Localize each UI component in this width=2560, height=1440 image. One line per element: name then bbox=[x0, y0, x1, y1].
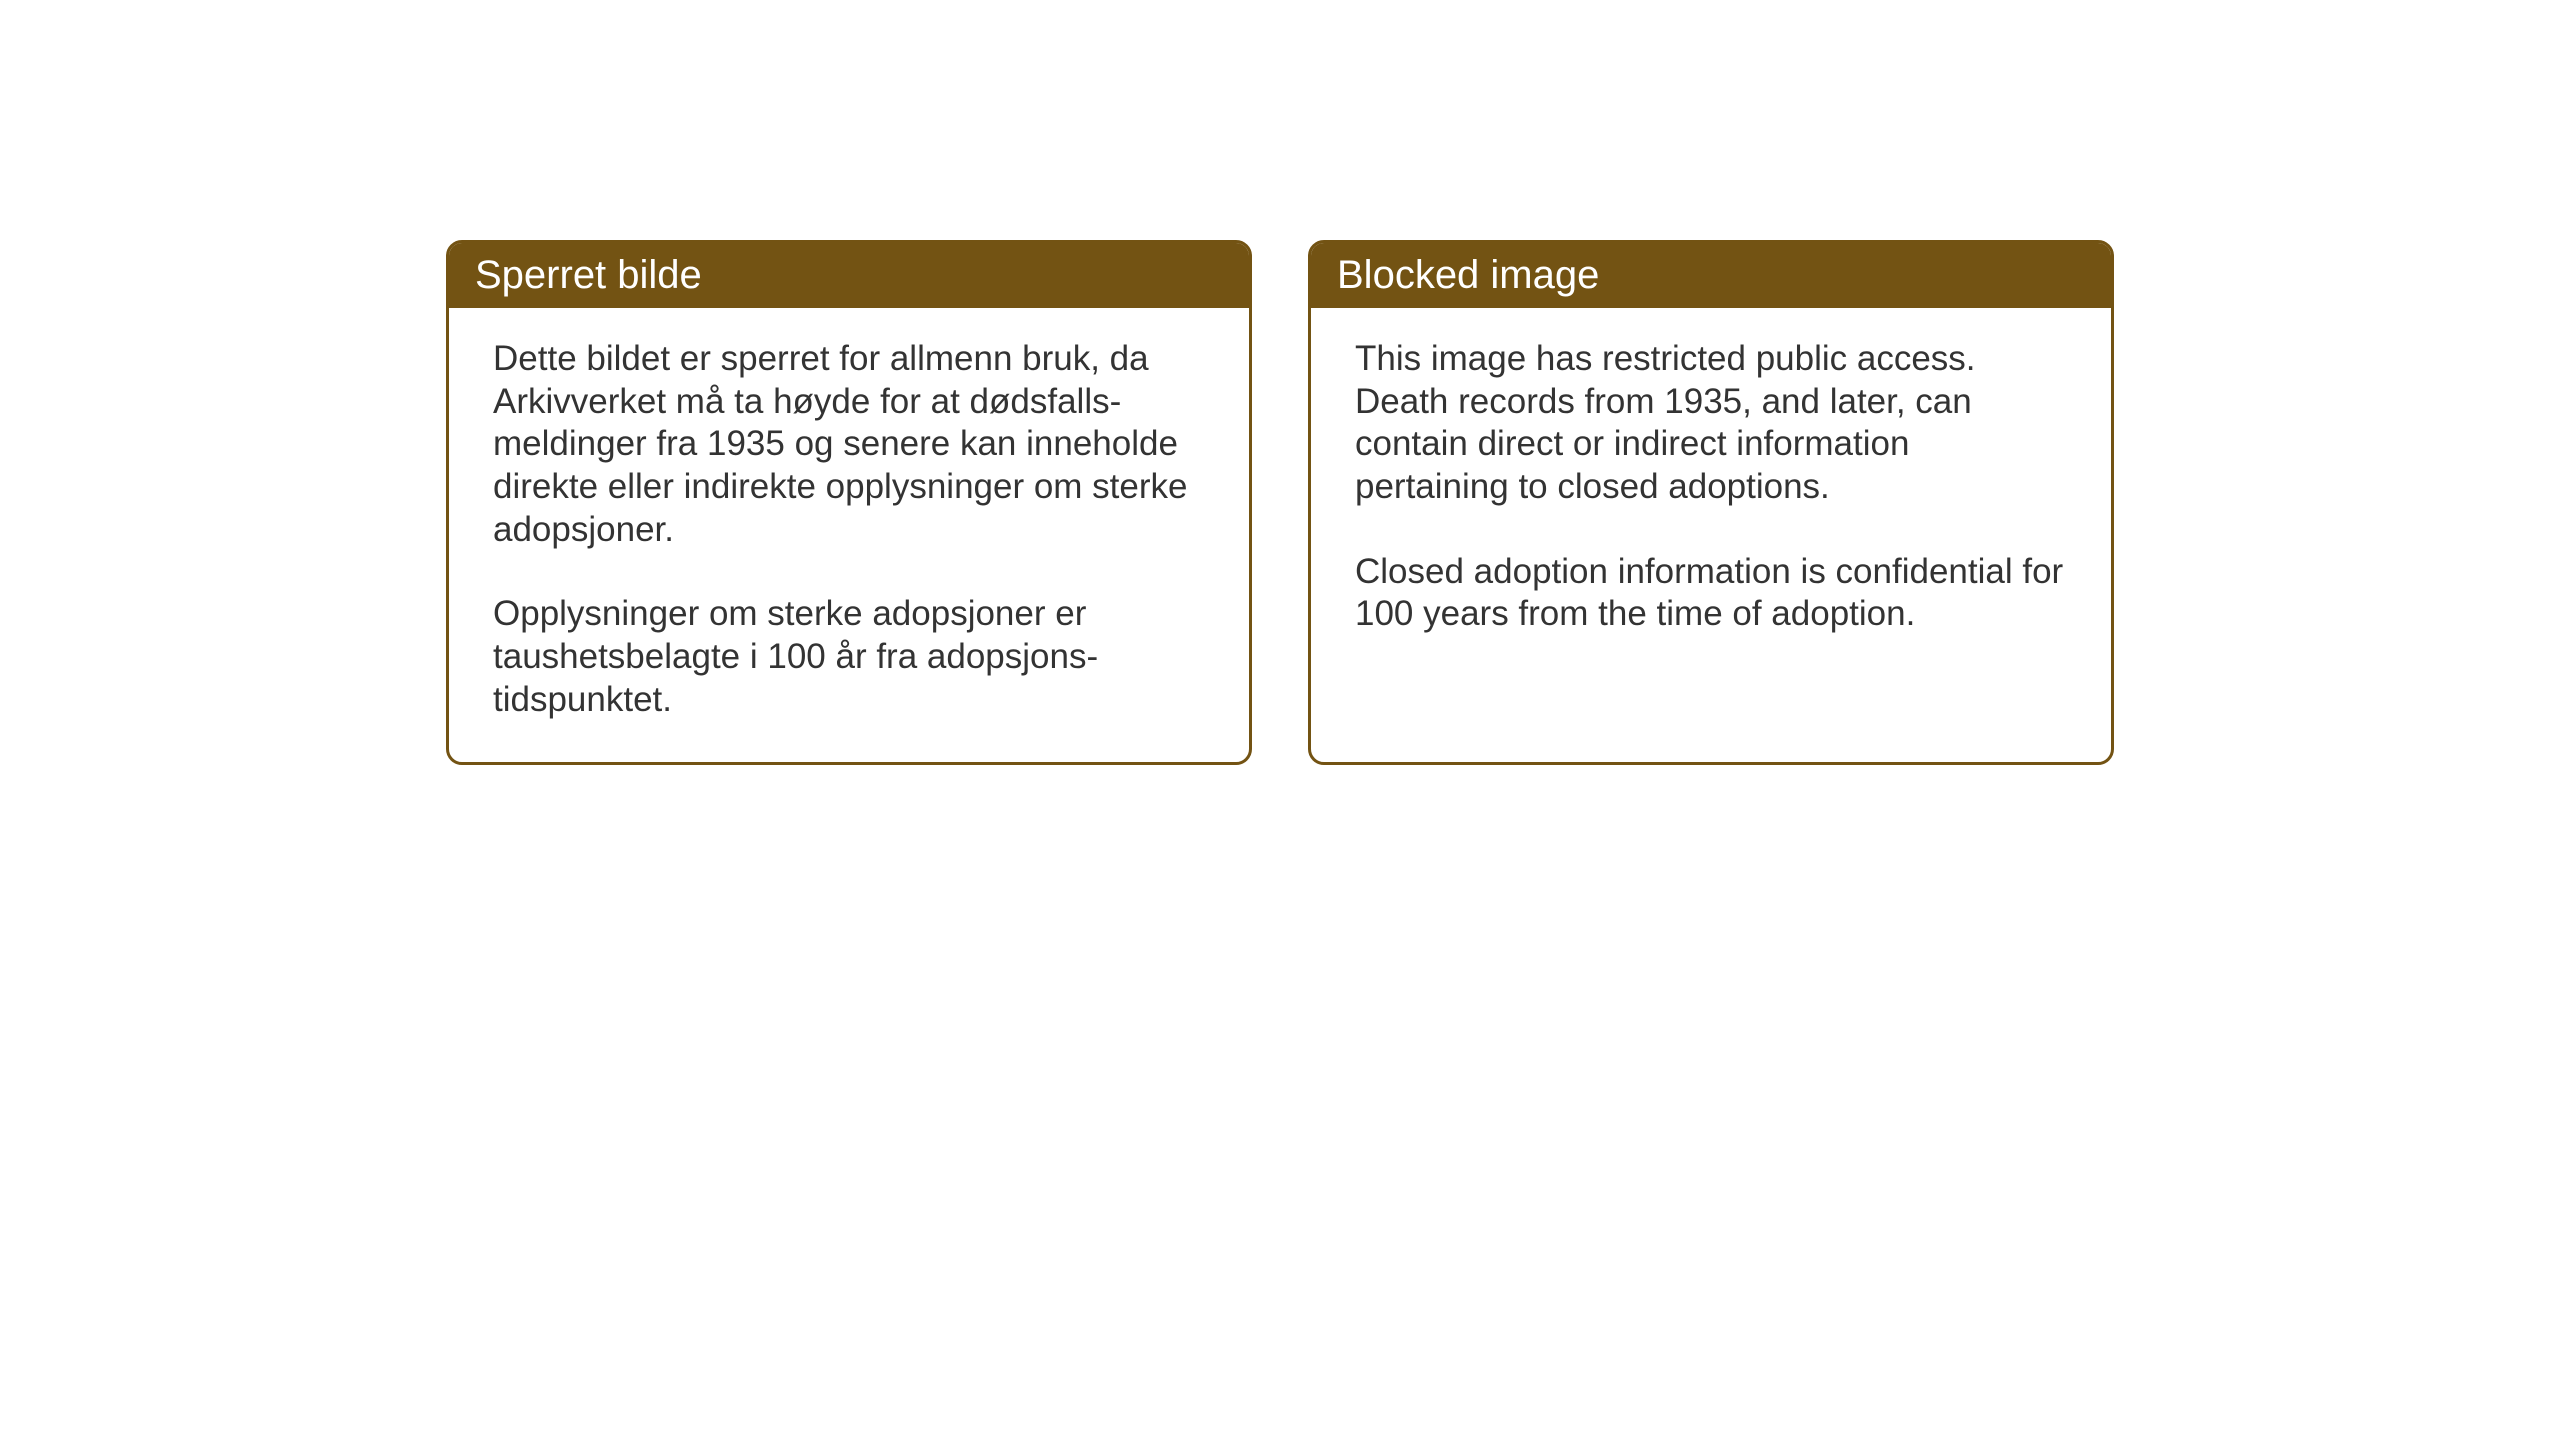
panel-english-paragraph-2: Closed adoption information is confident… bbox=[1355, 551, 2067, 636]
panel-english-header: Blocked image bbox=[1311, 243, 2111, 308]
panel-norwegian-body: Dette bildet er sperret for allmenn bruk… bbox=[449, 308, 1249, 762]
notice-container: Sperret bilde Dette bildet er sperret fo… bbox=[446, 240, 2114, 765]
panel-norwegian-paragraph-2: Opplysninger om sterke adopsjoner er tau… bbox=[493, 593, 1205, 721]
panel-norwegian-header: Sperret bilde bbox=[449, 243, 1249, 308]
panel-english-body: This image has restricted public access.… bbox=[1311, 308, 2111, 676]
panel-english: Blocked image This image has restricted … bbox=[1308, 240, 2114, 765]
panel-norwegian-paragraph-1: Dette bildet er sperret for allmenn bruk… bbox=[493, 338, 1205, 551]
panel-english-paragraph-1: This image has restricted public access.… bbox=[1355, 338, 2067, 509]
panel-norwegian-title: Sperret bilde bbox=[475, 253, 702, 297]
panel-norwegian: Sperret bilde Dette bildet er sperret fo… bbox=[446, 240, 1252, 765]
panel-english-title: Blocked image bbox=[1337, 253, 1599, 297]
